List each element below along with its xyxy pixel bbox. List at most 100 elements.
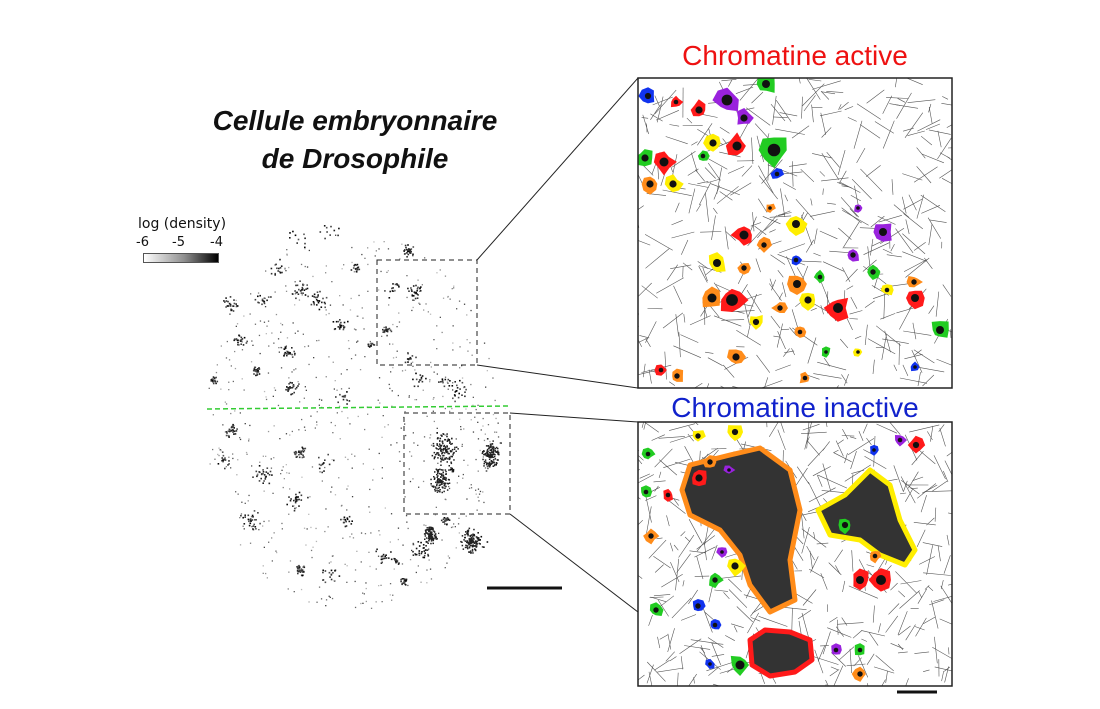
density-dot xyxy=(254,366,257,369)
cluster-core xyxy=(648,533,654,539)
density-dot xyxy=(346,517,349,519)
density-dot xyxy=(270,267,273,270)
density-dot xyxy=(330,491,332,493)
mesh-edge xyxy=(779,243,806,254)
density-dot xyxy=(451,385,454,387)
mesh-edge xyxy=(775,128,805,135)
mesh-edge xyxy=(885,615,899,633)
density-dot xyxy=(472,541,474,544)
density-dot xyxy=(430,536,432,538)
density-dot xyxy=(446,489,449,491)
density-dot xyxy=(248,524,251,527)
density-dot xyxy=(296,568,299,570)
density-dot xyxy=(252,528,254,530)
mesh-edge xyxy=(900,492,907,495)
cluster-core xyxy=(741,265,747,271)
density-dot xyxy=(412,299,414,301)
density-dot xyxy=(347,458,349,461)
density-dot xyxy=(229,305,232,307)
density-dot xyxy=(355,270,358,273)
density-dot xyxy=(439,269,441,271)
density-dot xyxy=(430,444,433,446)
density-dot xyxy=(214,458,216,460)
density-dot xyxy=(289,381,292,384)
density-dot xyxy=(303,426,306,428)
mesh-edge xyxy=(931,600,939,629)
density-dot xyxy=(438,443,441,445)
density-dot xyxy=(423,550,426,552)
mesh-edge xyxy=(838,227,852,240)
density-dot xyxy=(400,578,402,581)
density-dot xyxy=(349,536,351,538)
density-dot xyxy=(336,389,338,391)
density-dot xyxy=(390,330,393,333)
density-dot xyxy=(325,272,327,274)
density-dot xyxy=(296,499,299,502)
density-dot xyxy=(444,439,447,441)
density-dot xyxy=(429,379,431,381)
density-dot xyxy=(454,400,456,403)
mesh-edge xyxy=(822,441,830,451)
density-dot xyxy=(236,305,239,307)
density-dot xyxy=(390,371,392,373)
mesh-edge xyxy=(792,161,794,187)
mesh-edge xyxy=(893,364,898,372)
density-dot xyxy=(482,458,484,461)
mesh-edge xyxy=(752,212,755,232)
mesh-edge xyxy=(916,194,925,219)
density-dot xyxy=(444,523,446,525)
density-dot xyxy=(376,548,378,551)
density-dot xyxy=(234,410,236,412)
density-dot xyxy=(287,353,289,355)
density-dot xyxy=(252,369,255,372)
mesh-edge xyxy=(867,246,871,267)
density-dot xyxy=(345,520,347,523)
density-dot xyxy=(368,448,370,450)
density-dot xyxy=(369,340,371,343)
density-dot xyxy=(440,448,442,451)
density-dot xyxy=(343,264,345,266)
density-dot xyxy=(485,445,488,447)
density-dot xyxy=(412,306,414,309)
density-dot xyxy=(285,433,288,435)
density-dot xyxy=(225,357,228,359)
density-dot xyxy=(485,470,488,472)
density-dot xyxy=(453,285,455,287)
density-dot xyxy=(344,525,347,528)
density-dot xyxy=(422,480,425,483)
density-dot xyxy=(284,346,287,349)
mesh-edge xyxy=(724,226,729,250)
figure-title-line: de Drosophile xyxy=(261,143,449,174)
mesh-edge xyxy=(688,589,698,605)
density-dot xyxy=(396,560,399,562)
density-dot xyxy=(267,372,270,374)
density-dot xyxy=(447,483,449,485)
cluster-core xyxy=(761,242,767,248)
density-dot xyxy=(286,249,288,251)
density-dot xyxy=(461,443,463,446)
mesh-edge xyxy=(704,167,716,179)
density-dot xyxy=(275,313,278,316)
density-dot xyxy=(492,440,494,442)
density-dot xyxy=(472,533,474,535)
mesh-edge xyxy=(777,214,786,216)
density-dot xyxy=(398,312,400,314)
density-dot xyxy=(433,457,436,460)
density-dot xyxy=(432,442,435,445)
density-dot xyxy=(442,451,444,454)
density-dot xyxy=(449,380,451,382)
density-dot xyxy=(452,382,454,384)
density-dot xyxy=(475,545,477,547)
mesh-edge xyxy=(712,207,718,214)
cluster-core xyxy=(841,521,849,529)
density-dot xyxy=(298,567,301,570)
density-dot xyxy=(436,373,438,375)
density-dot xyxy=(383,241,385,243)
density-dot xyxy=(476,509,478,511)
density-dot xyxy=(246,340,248,343)
density-dot xyxy=(337,401,339,404)
mesh-edge xyxy=(942,96,949,100)
density-dot xyxy=(412,246,415,248)
density-dot xyxy=(427,553,429,556)
density-dot xyxy=(278,347,280,349)
